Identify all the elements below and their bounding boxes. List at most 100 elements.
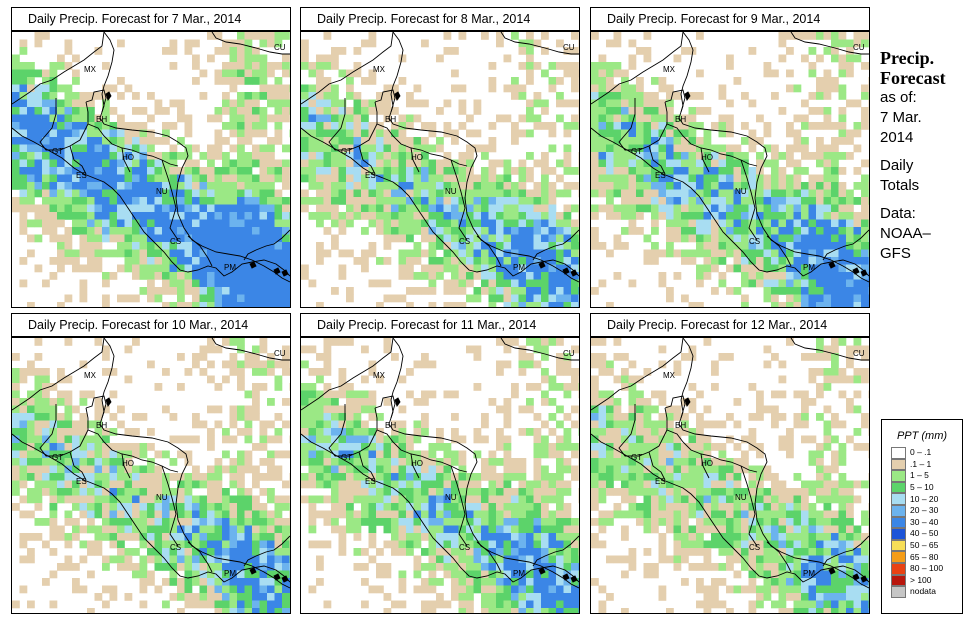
- legend-item: 65 – 80: [882, 551, 962, 563]
- country-border: [87, 123, 179, 167]
- country-label: HO: [122, 153, 134, 162]
- legend-label: 80 – 100: [910, 563, 944, 574]
- country-border: [69, 145, 87, 175]
- country-border: [87, 429, 179, 473]
- precip-map: MX BH GT HO ES NU CS PM CU: [590, 337, 870, 614]
- panel-title: Daily Precip. Forecast for 9 Mar., 2014: [590, 7, 870, 31]
- country-border: [328, 98, 378, 151]
- country-border: [648, 145, 666, 175]
- country-border: [766, 541, 792, 573]
- island: [281, 269, 289, 277]
- coastline: [12, 32, 105, 105]
- country-border: [169, 207, 179, 241]
- country-label: GT: [52, 147, 63, 156]
- country-border: [664, 395, 686, 419]
- country-border: [458, 207, 468, 241]
- precip-map-svg: MX BH GT HO ES NU CS PM CU: [12, 32, 290, 307]
- island: [860, 269, 868, 277]
- coastline: [591, 338, 684, 411]
- coastline: [301, 338, 394, 411]
- country-border: [39, 404, 89, 457]
- country-label: PM: [513, 569, 525, 578]
- legend-swatch: [891, 528, 906, 540]
- country-border: [748, 513, 758, 547]
- country-border: [161, 465, 177, 515]
- coastline: [12, 127, 290, 277]
- side-info: Precip. Forecast as of: 7 Mar. 2014 Dail…: [880, 48, 966, 264]
- country-border: [532, 229, 579, 261]
- island: [105, 397, 112, 407]
- legend-swatch: [891, 493, 906, 505]
- precip-map: MX BH GT HO ES NU CS PM CU: [11, 31, 291, 308]
- coastline: [388, 93, 579, 283]
- country-border: [374, 395, 396, 419]
- island: [684, 91, 691, 101]
- legend-swatch: [891, 516, 906, 529]
- island: [562, 267, 570, 275]
- precip-map-svg: MX BH GT HO ES NU CS PM CU: [591, 32, 869, 307]
- country-border: [476, 541, 502, 573]
- coastline: [12, 433, 290, 583]
- legend-label: 40 – 50: [910, 528, 939, 539]
- precip-map: MX BH GT HO ES NU CS PM CU: [590, 31, 870, 308]
- country-border: [410, 453, 420, 479]
- coastline: [500, 32, 579, 55]
- country-border: [358, 145, 376, 175]
- legend-item: .1 – 1: [882, 458, 962, 471]
- coastline: [678, 93, 869, 283]
- legend-item: 40 – 50: [882, 528, 962, 540]
- coastline: [301, 433, 579, 583]
- country-label: ES: [655, 477, 666, 486]
- legend-label: 1 – 5: [910, 470, 929, 481]
- precip-map-svg: MX BH GT HO ES NU CS PM CU: [301, 338, 579, 613]
- legend-label: nodata: [910, 586, 936, 597]
- country-label: MX: [373, 65, 386, 74]
- legend-item: 1 – 5: [882, 470, 962, 482]
- coastline: [390, 32, 404, 95]
- legend-item: 30 – 40: [882, 516, 962, 529]
- country-border: [169, 513, 179, 547]
- legend-label: 0 – .1: [910, 447, 932, 458]
- legend-swatch: [891, 447, 906, 459]
- legend-swatch: [891, 551, 906, 563]
- coastline: [680, 338, 694, 401]
- country-border: [121, 453, 131, 479]
- country-label: HO: [411, 153, 423, 162]
- country-label: ES: [76, 477, 87, 486]
- legend-label: > 100: [910, 574, 932, 585]
- precip-map-svg: MX BH GT HO ES NU CS PM CU: [12, 338, 290, 613]
- country-border: [358, 451, 376, 481]
- coastline: [99, 399, 290, 589]
- island: [570, 269, 578, 277]
- coastline: [211, 32, 290, 55]
- precip-grid: [301, 32, 579, 307]
- legend-swatch: [891, 539, 906, 552]
- data-model: GFS: [880, 245, 911, 262]
- country-border: [740, 159, 756, 209]
- coastline: [388, 399, 579, 589]
- country-border: [450, 159, 466, 209]
- coastline: [301, 32, 394, 105]
- country-border: [187, 235, 213, 267]
- coastline: [790, 338, 869, 361]
- country-label: NU: [156, 493, 168, 502]
- island: [828, 261, 836, 269]
- country-label: NU: [156, 187, 168, 196]
- country-border: [376, 123, 468, 167]
- panel-title: Daily Precip. Forecast for 12 Mar., 2014: [590, 313, 870, 337]
- country-label: MX: [84, 65, 97, 74]
- island: [684, 397, 691, 407]
- legend-swatch: [891, 574, 906, 587]
- coastline: [678, 399, 869, 589]
- asof-date: 7 Mar.: [880, 109, 922, 126]
- panel-title: Daily Precip. Forecast for 7 Mar., 2014: [11, 7, 291, 31]
- legend-item: 80 – 100: [882, 562, 962, 575]
- country-label: BH: [96, 421, 107, 430]
- legend-label: 50 – 65: [910, 540, 939, 551]
- country-border: [476, 235, 502, 267]
- country-border: [410, 147, 420, 173]
- coastline: [301, 127, 579, 277]
- legend-title: PPT (mm): [896, 430, 948, 442]
- island: [570, 575, 578, 583]
